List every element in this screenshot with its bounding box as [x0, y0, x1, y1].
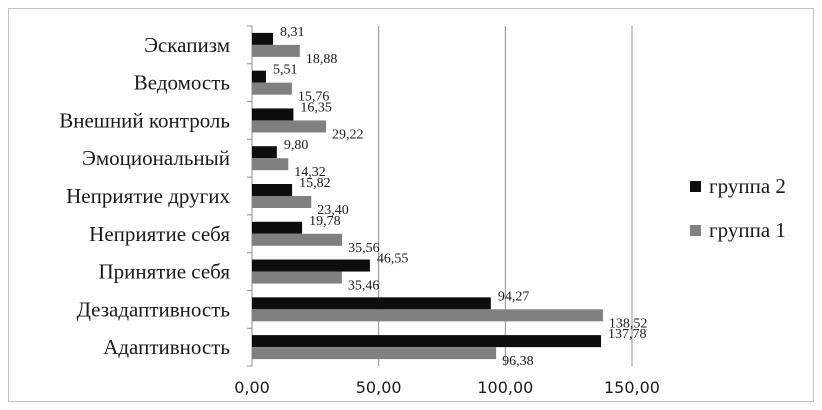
x-tick-label: 50,00 — [356, 378, 402, 397]
bar-group2 — [252, 146, 277, 159]
data-label-group1: 35,56 — [348, 241, 380, 256]
category-label: Принятие себя — [98, 260, 230, 284]
category-label: Эскапизм — [144, 33, 230, 57]
data-label-group1: 14,32 — [294, 165, 326, 180]
bar-group2 — [252, 259, 370, 272]
data-label-group1: 138,52 — [609, 316, 648, 331]
data-label-group2: 16,35 — [300, 100, 332, 115]
category-label: Дезадаптивность — [77, 297, 230, 321]
data-label-group2: 46,55 — [377, 252, 409, 267]
category-label: Ведомость — [134, 71, 230, 95]
data-label-group1: 18,88 — [306, 52, 338, 67]
data-label-group1: 23,40 — [317, 203, 349, 218]
bar-group1 — [252, 309, 603, 322]
data-label-group1: 35,46 — [348, 279, 380, 294]
x-tick-label: 150,00 — [604, 378, 660, 397]
bar-group1 — [252, 158, 289, 171]
data-label-group1: 15,76 — [298, 90, 330, 105]
category-label: Неприятие себя — [89, 222, 230, 246]
category-label: Внешний контроль — [59, 108, 230, 132]
data-label-group2: 9,80 — [284, 138, 309, 153]
category-label: Эмоциональный — [82, 146, 230, 170]
bar-group2 — [252, 108, 294, 121]
category-label: Неприятие других — [66, 184, 230, 208]
legend-label-group1: группа 1 — [709, 218, 786, 242]
bar-group1 — [252, 233, 343, 246]
bar-group1 — [252, 44, 300, 57]
legend-label-group2: группа 2 — [709, 174, 786, 198]
data-label-group2: 5,51 — [273, 63, 298, 78]
data-label-group2: 15,82 — [299, 176, 331, 191]
bar-group1 — [252, 120, 327, 133]
data-label-group2: 19,78 — [309, 214, 341, 229]
category-label: Адаптивность — [103, 335, 230, 359]
bar-group2 — [252, 32, 274, 45]
bar-group2 — [252, 297, 491, 310]
bar-group2 — [252, 221, 303, 234]
data-label-group1: 96,38 — [502, 354, 534, 369]
bar-group1 — [252, 196, 312, 208]
bar-group1 — [252, 347, 497, 360]
data-label-group1: 29,22 — [332, 127, 364, 142]
data-label-group2: 8,31 — [280, 25, 305, 40]
bar-group1 — [252, 271, 342, 284]
bar-group2 — [252, 70, 266, 83]
data-label-group2: 94,27 — [498, 289, 530, 304]
bar-group1 — [252, 82, 292, 95]
x-tick-label: 100,00 — [477, 378, 533, 397]
bar-group2 — [252, 335, 602, 348]
bar-group2 — [252, 184, 293, 196]
data-label-group2: 137,78 — [608, 327, 647, 342]
legend-swatch-group1 — [690, 225, 701, 236]
x-tick-label: 0,00 — [234, 378, 270, 397]
legend-swatch-group2 — [690, 181, 701, 192]
